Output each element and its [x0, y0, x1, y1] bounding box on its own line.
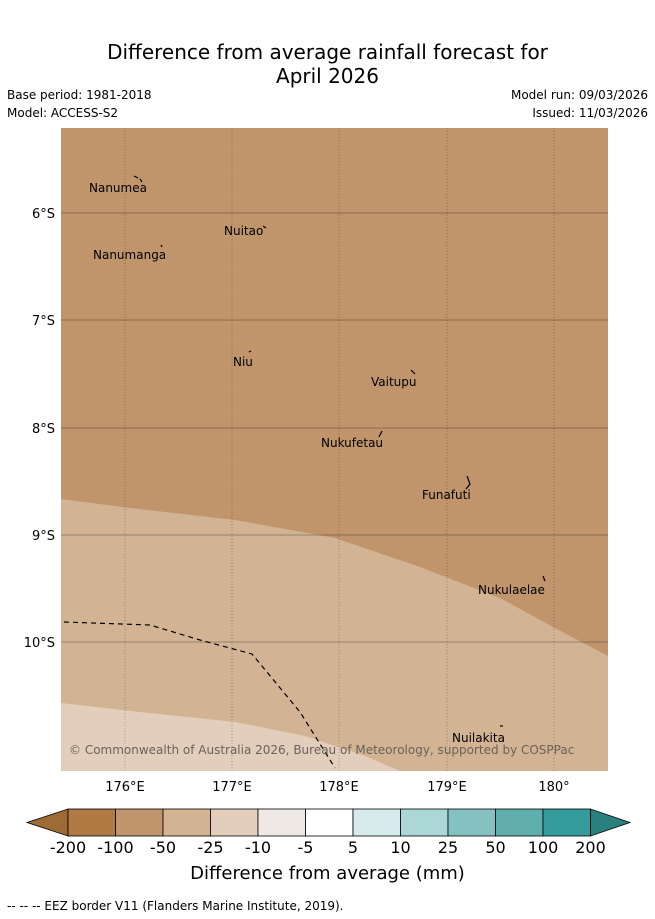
- eez-border: [63, 621, 336, 769]
- title-line-2: April 2026: [276, 64, 379, 88]
- map-title: Difference from average rainfall forecas…: [0, 40, 655, 88]
- colorbar-segment: [400, 808, 449, 837]
- band-minus25-to-minus50: [61, 499, 608, 771]
- colorbar-segment: [447, 808, 496, 837]
- island-nanumanga: [160, 244, 163, 248]
- colorbar-label: -100: [97, 838, 134, 857]
- place-label-nukulaelae: Nukulaelae: [478, 583, 545, 597]
- colorbar-segment: [162, 808, 211, 837]
- colorbar-segment: [257, 808, 306, 837]
- colorbar-segment: [542, 808, 591, 837]
- colorbar-segment: [352, 808, 401, 837]
- model-name: Model: ACCESS-S2: [7, 106, 119, 120]
- place-label-nanumea: Nanumea: [89, 181, 147, 195]
- colorbar-segment: [495, 808, 544, 837]
- island-nukulaelae: [542, 575, 546, 582]
- place-labels: Nanumea Nuitao Nanumanga Niu Vaitupu Nuk…: [89, 181, 545, 745]
- latitude-labels: 6°S 7°S 8°S 9°S 10°S: [24, 207, 55, 651]
- colorbar-label: 200: [575, 838, 606, 857]
- gridlines: [61, 128, 608, 771]
- colorbar-segment: [210, 808, 259, 837]
- islands: [133, 175, 546, 727]
- colorbar-segment: [67, 808, 116, 837]
- issued-date: Issued: 11/03/2026: [532, 106, 648, 120]
- colorbar-label: 10: [390, 838, 411, 857]
- lon-label-179e: 179°E: [427, 780, 467, 795]
- lat-label-10s: 10°S: [24, 636, 55, 651]
- lat-label-6s: 6°S: [32, 207, 55, 222]
- eez-legend-note: -- -- -- EEZ border V11 (Flanders Marine…: [7, 899, 344, 913]
- island-funafuti: [465, 475, 471, 490]
- colorbar-segment: [305, 808, 354, 837]
- place-label-vaitupu: Vaitupu: [371, 375, 417, 389]
- colorbar-title: Difference from average (mm): [190, 863, 465, 884]
- colorbar-segment: [115, 808, 164, 837]
- colorbar-label: 25: [437, 838, 459, 857]
- place-label-nanumanga: Nanumanga: [93, 248, 166, 262]
- island-vaitupu: [410, 369, 416, 375]
- band-minus10-to-minus25: [61, 703, 400, 771]
- island-niu: [248, 350, 252, 353]
- lat-label-9s: 9°S: [32, 529, 55, 544]
- colorbar-label: 100: [527, 838, 559, 857]
- colorbar-extend-high: [590, 808, 632, 837]
- title-line-1: Difference from average rainfall forecas…: [107, 40, 548, 64]
- lon-label-178e: 178°E: [319, 780, 359, 795]
- place-label-niu: Niu: [233, 355, 253, 369]
- place-label-nuitao: Nuitao: [224, 224, 263, 238]
- base-period: Base period: 1981-2018: [7, 88, 152, 102]
- place-label-nuilakita: Nuilakita: [452, 731, 505, 745]
- island-nanumea: [133, 175, 143, 183]
- colorbar-label: -10: [244, 838, 272, 857]
- lon-label-180: 180°: [538, 780, 569, 795]
- place-label-funafuti: Funafuti: [422, 488, 471, 502]
- colorbar-label: -5: [297, 838, 314, 857]
- copyright-notice: © Commonwealth of Australia 2026, Bureau…: [69, 743, 574, 757]
- lat-label-7s: 7°S: [32, 314, 55, 329]
- colorbar: [25, 808, 632, 837]
- lon-label-177e: 177°E: [212, 780, 252, 795]
- colorbar-label: -200: [49, 838, 87, 857]
- colorbar-label: 50: [485, 838, 506, 857]
- colorbar-label: -25: [197, 838, 224, 857]
- place-label-nukufetau: Nukufetau: [321, 436, 383, 450]
- longitude-labels: 176°E 177°E 178°E 179°E 180°: [105, 780, 569, 795]
- colorbar-extend-low: [25, 808, 69, 837]
- island-nuitao: [262, 225, 267, 229]
- lat-label-8s: 8°S: [32, 422, 55, 437]
- map-area: Nanumea Nuitao Nanumanga Niu Vaitupu Nuk…: [61, 128, 608, 771]
- colorbar-label: -50: [149, 838, 177, 857]
- lon-label-176e: 176°E: [105, 780, 145, 795]
- model-run: Model run: 09/03/2026: [510, 88, 648, 102]
- colorbar-label: 5: [347, 838, 359, 857]
- island-nukufetau: [378, 430, 383, 438]
